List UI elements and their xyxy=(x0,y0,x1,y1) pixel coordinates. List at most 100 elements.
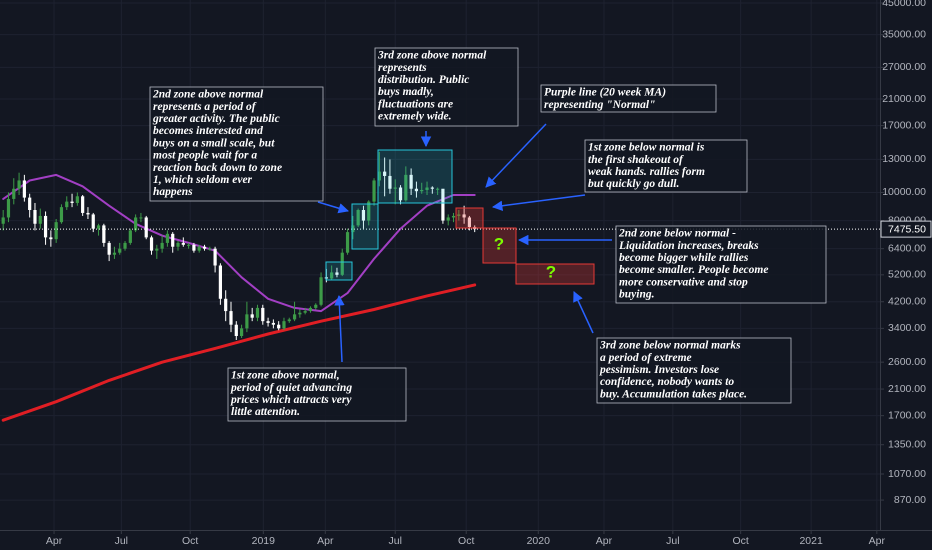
candle-body xyxy=(314,304,318,308)
candle-body xyxy=(239,328,244,336)
annotation-box xyxy=(615,225,827,304)
question-marker: ? xyxy=(494,234,504,253)
annotation-text: pessimism. Investors lose xyxy=(599,364,719,376)
candle-body xyxy=(49,237,53,240)
annotation-text: representing "Normal" xyxy=(544,99,656,111)
y-tick-label: 870.00 xyxy=(894,494,926,506)
candle-body xyxy=(372,180,376,202)
annotation-text: little attention. xyxy=(231,406,300,418)
x-tick-label: Oct xyxy=(458,535,474,547)
candle-body xyxy=(292,314,297,320)
candle-body xyxy=(128,230,132,243)
y-tick-label: 3400.00 xyxy=(888,322,926,334)
candle-body xyxy=(367,201,371,221)
candle-body xyxy=(377,171,381,181)
candle-body xyxy=(436,188,440,190)
candle-body xyxy=(462,214,466,218)
annotation-text: period of quiet advancing xyxy=(230,382,352,394)
zone-box xyxy=(515,263,595,285)
x-tick-label: 2021 xyxy=(799,535,823,547)
candle-body xyxy=(155,248,159,251)
annotation-text: buy. Accumulation takes place. xyxy=(600,388,747,400)
candle-body xyxy=(356,210,360,226)
annotation-text: 3rd zone above normal xyxy=(377,50,487,62)
y-tick-label: 4200.00 xyxy=(888,296,926,308)
annotation-box xyxy=(149,86,324,202)
zone-box xyxy=(351,203,379,250)
candle-body xyxy=(86,212,90,215)
annotation-text: 1, which seldom ever xyxy=(153,174,253,186)
candle-body xyxy=(404,174,408,201)
candle-body xyxy=(176,242,180,247)
candle-body xyxy=(383,171,387,176)
annotation-text: Purple line (20 week MA) xyxy=(544,87,666,99)
candle-body xyxy=(123,242,127,249)
annotation-text: buys on a small scale, but xyxy=(153,137,275,149)
x-tick-label: Jul xyxy=(666,535,679,547)
candle-body xyxy=(361,210,366,221)
candle-body xyxy=(22,180,26,198)
x-tick-label: Oct xyxy=(182,535,198,547)
y-tick-label: 2600.00 xyxy=(888,356,926,368)
candle-body xyxy=(420,189,424,192)
candle-body xyxy=(250,314,254,318)
candle-body xyxy=(340,252,344,275)
annotation-text: more conservative and stop xyxy=(619,276,748,288)
candle-body xyxy=(181,242,185,245)
candle-body xyxy=(70,201,74,203)
candle-body xyxy=(229,311,233,325)
candle-body xyxy=(303,311,307,313)
x-tick-label: 2019 xyxy=(252,535,276,547)
annotation-text: 3rd zone below normal marks xyxy=(599,340,741,352)
ma-line xyxy=(2,173,476,313)
ma-line xyxy=(1,283,477,422)
annotation-text: but quickly go dull. xyxy=(588,178,679,190)
annotation-text: extremely wide. xyxy=(378,111,451,123)
zones xyxy=(325,149,595,285)
y-tick-label: 21000.00 xyxy=(882,93,926,105)
candle-body xyxy=(192,244,196,251)
arrow xyxy=(485,123,547,188)
candle-body xyxy=(425,187,429,190)
y-tick-label: 45000.00 xyxy=(882,0,926,9)
annotation-text: fluctuations are xyxy=(378,98,453,110)
candle-body xyxy=(446,217,450,221)
annotation-text: greater activity. The public xyxy=(152,113,280,125)
annotation-text: most people wait for a xyxy=(153,150,257,162)
annotation-text: a period of extreme xyxy=(600,352,692,364)
candle-body xyxy=(54,222,58,240)
candle-body xyxy=(277,324,281,329)
last-price-label: 7475.50 xyxy=(888,223,926,235)
candle-body xyxy=(17,180,21,189)
y-tick-label: 13000.00 xyxy=(882,153,926,165)
annotation-text: 1st zone above normal, xyxy=(231,370,340,382)
candle-body xyxy=(335,272,339,275)
candle-body xyxy=(218,265,222,299)
x-tick-label: Apr xyxy=(46,535,63,547)
candle-body xyxy=(287,319,291,322)
candle-body xyxy=(165,233,170,243)
candle-body xyxy=(208,248,212,250)
candle-body xyxy=(430,187,434,189)
candle-body xyxy=(149,237,154,251)
candle-body xyxy=(451,215,456,218)
x-tick-label: Apr xyxy=(317,535,334,547)
arrow xyxy=(573,291,594,334)
candle-body xyxy=(1,217,5,224)
candle-body xyxy=(351,225,355,233)
annotation-text: Liquidation increases, breaks xyxy=(618,240,759,252)
candle-body xyxy=(255,307,260,318)
arrow xyxy=(491,194,586,211)
candle-body xyxy=(414,188,419,192)
candle-body xyxy=(197,246,201,251)
candle-body xyxy=(398,187,403,201)
question-marker: ? xyxy=(546,262,556,281)
y-tick-label: 6400.00 xyxy=(888,242,926,254)
annotation-text: 2nd zone above normal xyxy=(152,89,264,101)
candle-body xyxy=(33,210,37,224)
zone-box xyxy=(377,149,453,204)
annotation-text: distribution. Public xyxy=(378,74,469,86)
candle-body xyxy=(187,244,191,246)
x-tick-label: Apr xyxy=(869,535,886,547)
